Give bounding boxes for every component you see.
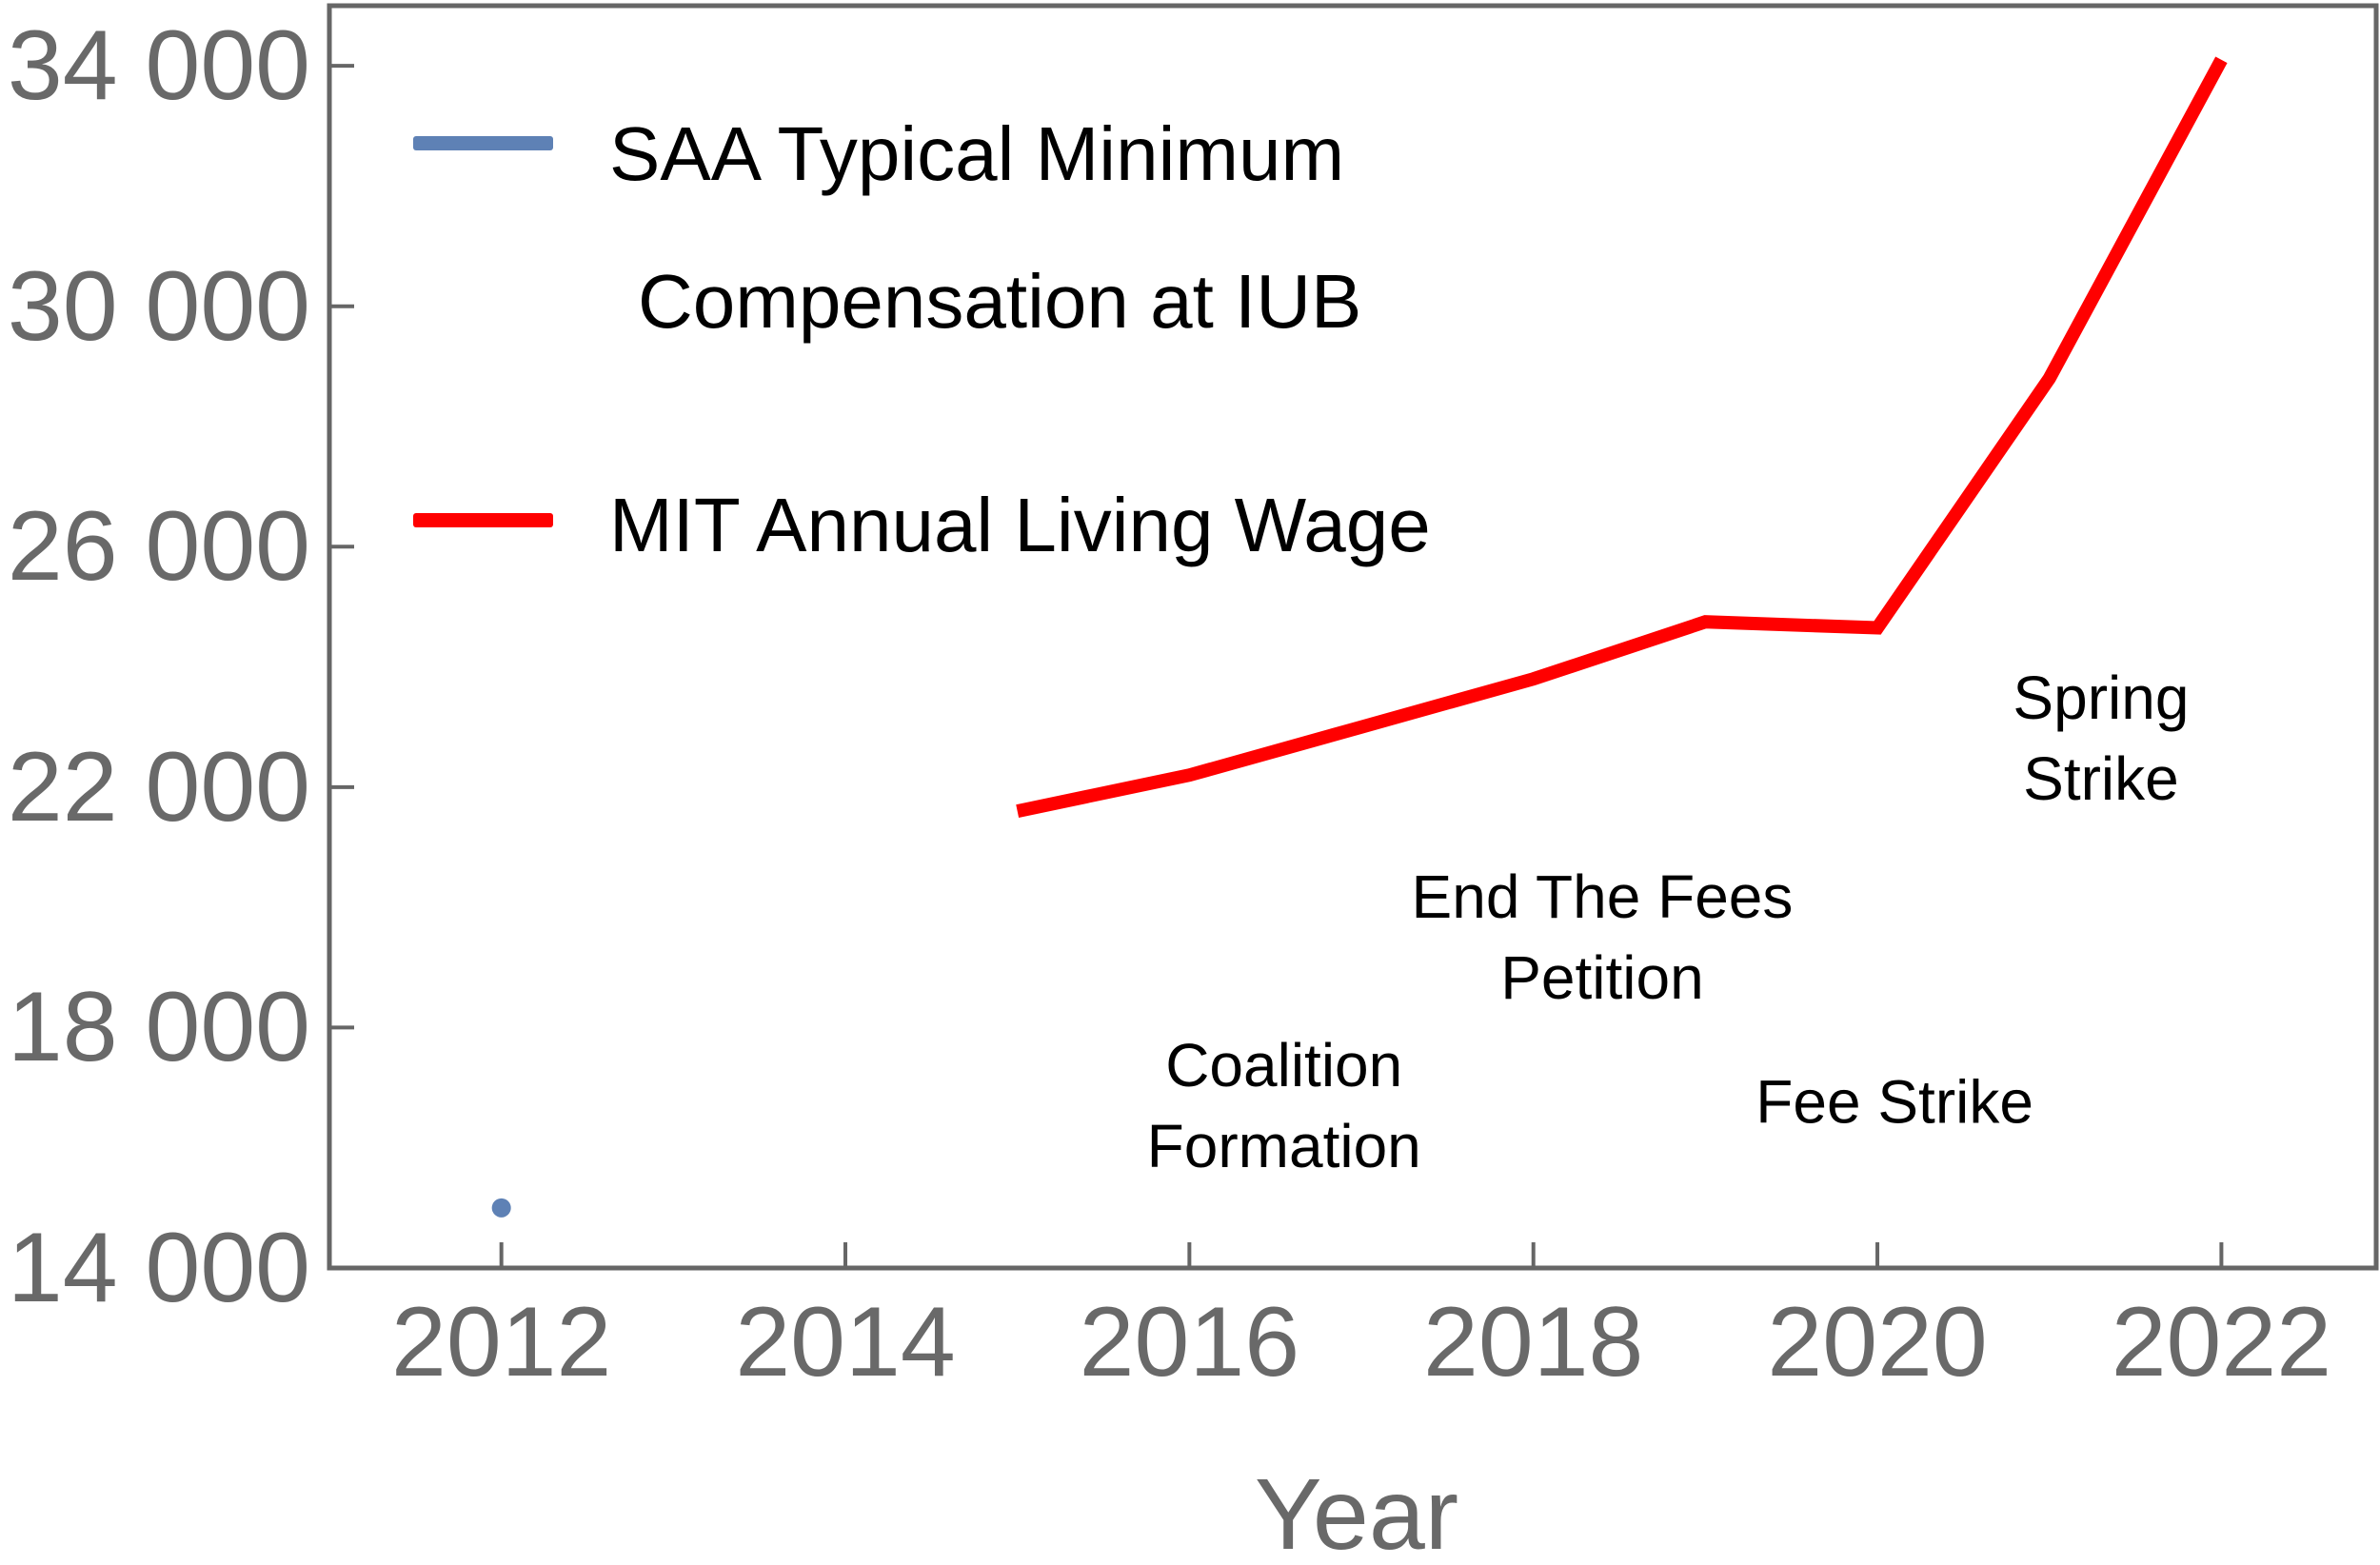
y-tick-label: 22 000 xyxy=(7,731,310,842)
annotation-line: Fee Strike xyxy=(1755,1067,2033,1137)
x-tick-label: 2022 xyxy=(2111,1287,2332,1397)
annotation-line: Coalition xyxy=(1165,1030,1403,1099)
legend-label-mit: MIT Annual Living Wage xyxy=(609,483,1431,567)
annotation-line: Petition xyxy=(1500,942,1704,1012)
annotation-line: Formation xyxy=(1146,1111,1421,1180)
legend-swatch-mit xyxy=(413,513,553,527)
annotation-spring-strike: Spring Strike xyxy=(2013,658,2189,820)
annotation-coalition-formation: Coalition Formation xyxy=(1147,1025,1421,1187)
y-tick-label: 30 000 xyxy=(7,250,310,362)
mit-living-wage-line xyxy=(1016,56,2228,818)
y-tick-label: 14 000 xyxy=(7,1213,310,1323)
annotation-end-the-fees-petition: End The Fees Petition xyxy=(1412,857,1794,1019)
x-tick-label: 2012 xyxy=(390,1287,612,1397)
legend-label-saa-line2: Compensation at IUB xyxy=(638,259,1362,344)
x-tick-label: 2016 xyxy=(1079,1287,1300,1397)
y-tick-label: 26 000 xyxy=(7,491,310,603)
x-axis-title: Year xyxy=(1254,1458,1459,1565)
legend-swatch-saa xyxy=(413,136,553,150)
y-tick-label: 18 000 xyxy=(7,972,310,1083)
plot-frame xyxy=(327,3,2379,1271)
annotation-fee-strike: Fee Strike xyxy=(1755,1062,2033,1143)
saa-compensation-point xyxy=(491,1198,511,1218)
x-tick-label: 2014 xyxy=(735,1287,956,1397)
x-tick-label: 2020 xyxy=(1767,1287,1988,1397)
annotation-line: End The Fees xyxy=(1411,862,1794,931)
y-tick-label: 34 000 xyxy=(7,10,310,122)
annotation-line: Spring xyxy=(2013,664,2190,733)
x-tick-label: 2018 xyxy=(1423,1287,1644,1397)
annotation-line: Strike xyxy=(2023,744,2179,814)
legend-label-saa-line1: SAA Typical Minimum xyxy=(609,111,1345,196)
